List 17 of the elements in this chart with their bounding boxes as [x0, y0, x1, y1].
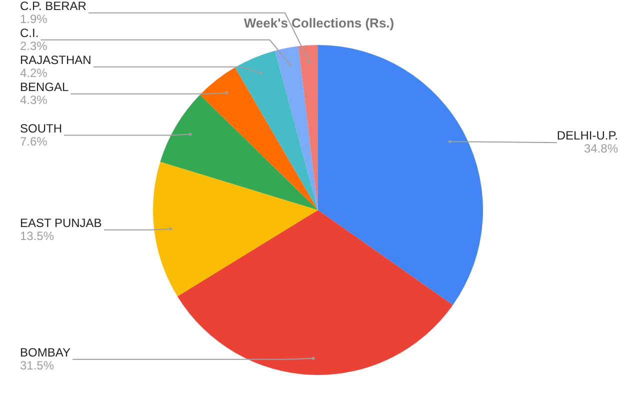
slice-label: C.I.	[20, 26, 39, 40]
slice-label: EAST PUNJAB	[20, 216, 102, 230]
data-label: 1.9%	[20, 12, 48, 26]
slice-label: BENGAL	[20, 80, 70, 94]
data-label: 4.2%	[20, 66, 48, 80]
data-label: 7.6%	[20, 134, 48, 148]
data-label: 13.5%	[20, 228, 54, 243]
data-label: 4.3%	[20, 92, 48, 107]
data-label: 2.3%	[20, 38, 48, 53]
slice-label: DELHI-U.P.	[556, 128, 618, 143]
slice-label: SOUTH	[20, 121, 62, 136]
text: Week's Collections (Rs.)	[244, 16, 394, 31]
data-label: 31.5%	[20, 358, 54, 372]
slice-label: C.P. BERAR	[20, 0, 87, 13]
slice-label: BOMBAY	[20, 345, 70, 360]
slice-label: RAJASTHAN	[20, 52, 92, 67]
data-label: 34.8%	[584, 142, 618, 156]
